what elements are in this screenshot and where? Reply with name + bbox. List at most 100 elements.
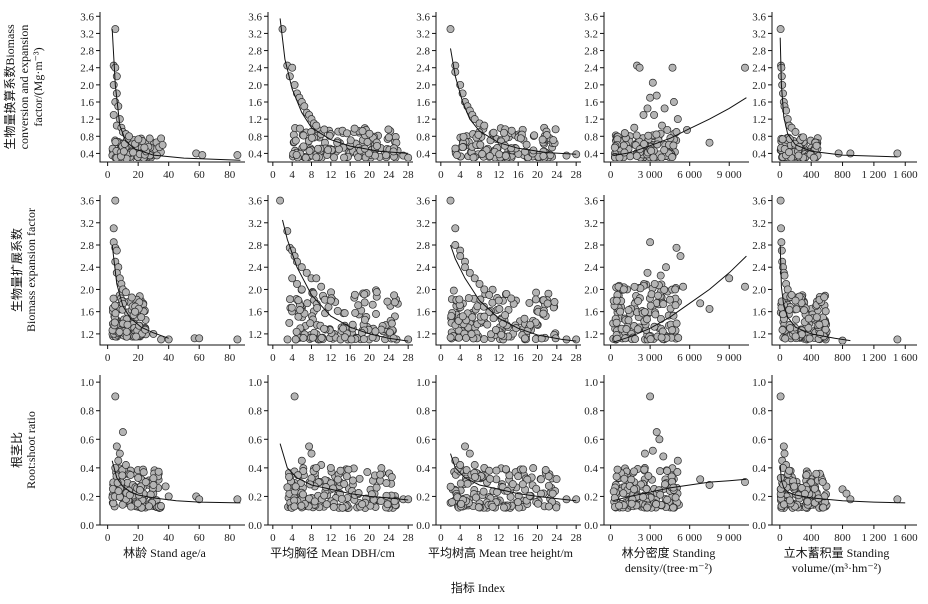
y-tick-label: 0.8	[752, 131, 766, 143]
data-point	[157, 502, 165, 510]
data-point	[233, 495, 242, 504]
data-point	[525, 298, 534, 307]
data-point	[161, 482, 170, 491]
plot-area	[776, 392, 906, 512]
data-point	[652, 428, 661, 437]
data-point	[785, 466, 794, 475]
data-point	[365, 129, 374, 138]
data-point	[368, 300, 377, 309]
y-tick-label: 0.2	[248, 491, 262, 503]
y-tick-label: 0.4	[80, 463, 94, 475]
data-point	[146, 490, 155, 499]
x-tick-label: 4	[457, 352, 463, 364]
data-point	[129, 148, 138, 157]
data-point	[111, 309, 120, 318]
y-tick-label: 0.8	[80, 406, 94, 418]
data-point	[343, 129, 351, 138]
x-tick-label: 60	[194, 532, 206, 544]
data-point	[111, 25, 120, 34]
x-tick-label: 20	[364, 169, 376, 181]
data-point	[288, 63, 297, 72]
y-tick-label: 1.6	[80, 97, 94, 109]
data-point	[696, 299, 705, 308]
data-point	[299, 490, 307, 499]
x-tick-label: 800	[834, 352, 851, 364]
x-axis-title-line: volume/(m³·hm⁻²)	[792, 561, 882, 575]
data-point	[779, 89, 787, 98]
data-point	[485, 466, 494, 475]
data-point	[544, 472, 553, 481]
data-point	[115, 328, 124, 336]
y-axis-title-line: 生物量换算系数Biomass	[2, 24, 17, 150]
figure-x-axis-title: 指标 Index	[451, 580, 505, 595]
data-point	[647, 290, 656, 299]
data-point	[572, 495, 581, 504]
data-point	[448, 498, 456, 507]
data-point	[456, 252, 465, 261]
data-point	[786, 324, 795, 333]
data-point	[480, 312, 489, 321]
data-point	[149, 474, 158, 483]
data-point	[303, 299, 312, 308]
data-point	[673, 456, 682, 465]
data-point	[531, 295, 540, 304]
data-point	[777, 72, 786, 81]
data-point	[288, 274, 297, 283]
data-point	[660, 285, 669, 294]
data-point	[725, 274, 734, 283]
y-tick-label: 1.2	[752, 329, 766, 341]
data-point	[447, 311, 456, 320]
x-tick-label: 24	[551, 169, 563, 181]
data-point	[360, 298, 369, 307]
data-point	[622, 325, 631, 334]
data-point	[302, 268, 311, 277]
x-tick-label: 12	[325, 352, 336, 364]
data-point	[514, 472, 523, 481]
data-point	[329, 503, 338, 511]
data-point	[111, 138, 120, 146]
data-point	[110, 318, 119, 327]
plot-area	[776, 25, 902, 161]
data-point	[676, 252, 685, 261]
x-tick-label: 40	[163, 352, 175, 364]
y-tick-label: 2.0	[248, 80, 262, 92]
data-point	[787, 291, 796, 299]
data-point	[819, 503, 828, 512]
y-tick-label: 0.8	[584, 406, 598, 418]
x-tick-label: 0	[438, 169, 444, 181]
x-tick-label: 24	[383, 352, 395, 364]
data-point	[620, 474, 629, 483]
x-axis-title-line: 平均树高 Mean tree height/m	[428, 545, 574, 560]
data-point	[662, 263, 670, 272]
data-point	[669, 503, 678, 512]
y-tick-label: 1.6	[416, 307, 430, 319]
x-tick-label: 6 000	[677, 532, 702, 544]
plot-area	[108, 196, 242, 344]
data-point	[324, 145, 332, 154]
y-tick-label: 2.0	[248, 284, 262, 296]
data-point	[320, 324, 329, 333]
data-point	[648, 78, 657, 87]
data-point	[609, 487, 618, 496]
data-point	[612, 472, 621, 481]
data-point	[127, 502, 135, 511]
y-tick-label: 3.2	[416, 218, 430, 230]
data-point	[292, 150, 301, 159]
x-tick-label: 28	[571, 352, 583, 364]
data-point	[800, 489, 809, 498]
data-point	[468, 313, 477, 322]
data-point	[652, 130, 661, 139]
fitted-curve	[450, 244, 577, 342]
y-tick-label: 3.6	[752, 196, 766, 208]
data-point	[458, 143, 467, 152]
data-point	[777, 238, 786, 247]
data-point	[158, 140, 167, 149]
data-point	[673, 115, 682, 124]
data-point	[404, 153, 413, 161]
data-point	[620, 148, 629, 157]
y-tick-label: 1.6	[584, 307, 598, 319]
axis-lines	[435, 12, 581, 163]
data-point	[659, 300, 668, 309]
data-point	[654, 291, 662, 300]
data-point	[635, 63, 644, 72]
